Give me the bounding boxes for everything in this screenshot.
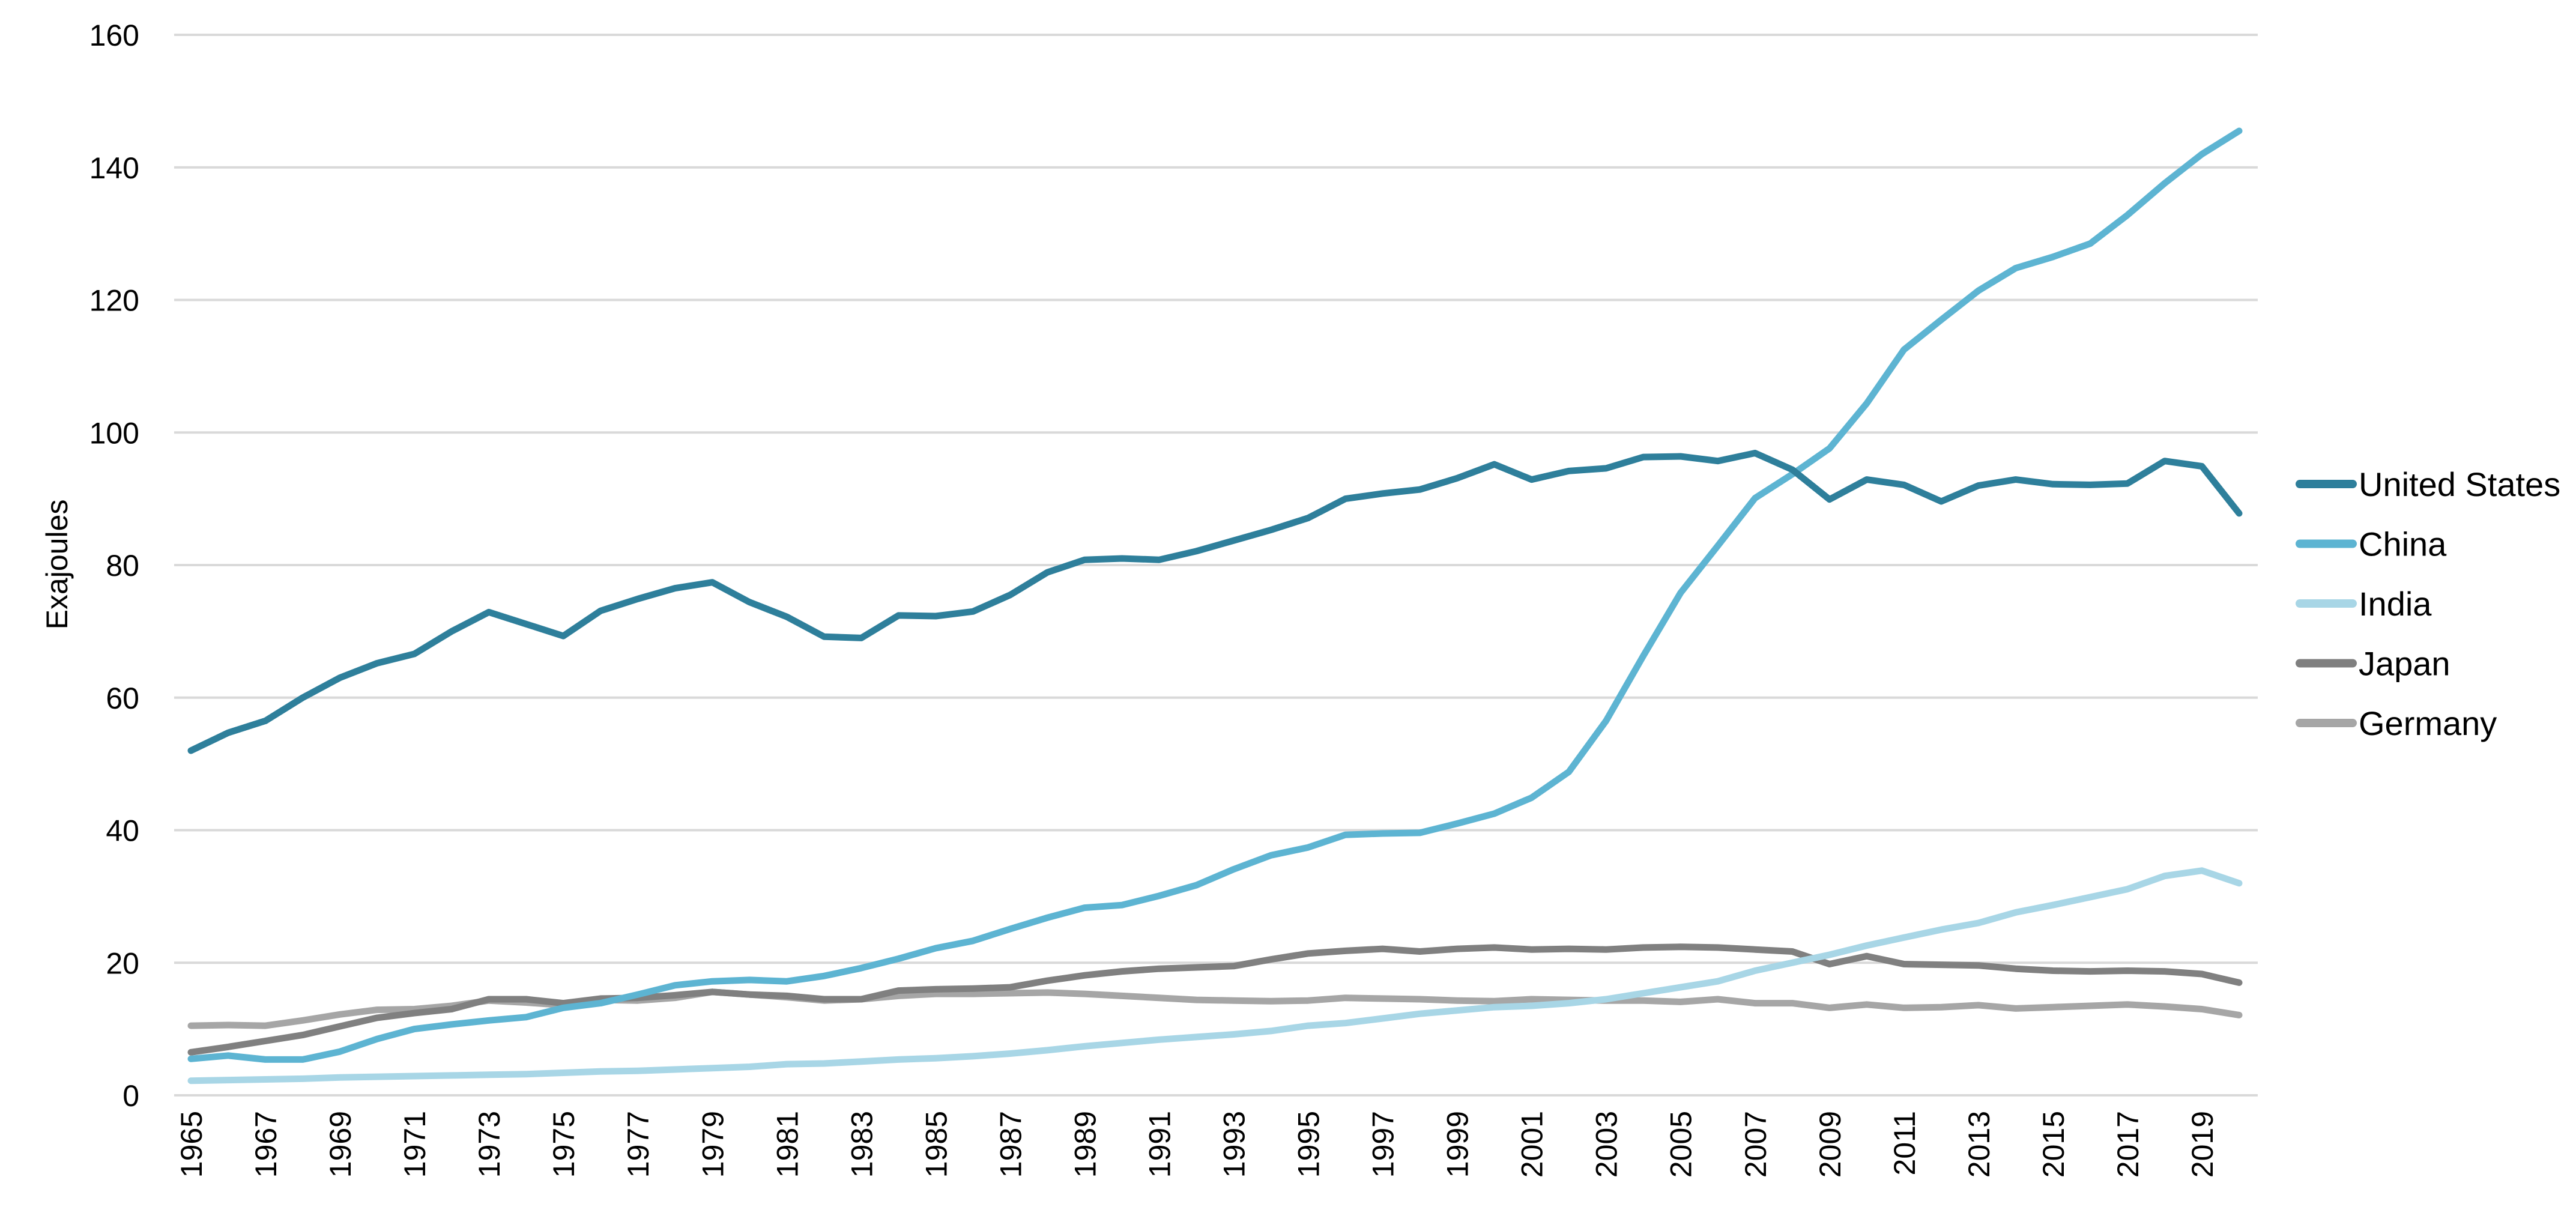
x-tick-label: 1987 bbox=[994, 1111, 1027, 1178]
x-tick-label: 1993 bbox=[1218, 1111, 1251, 1178]
legend-item: Japan bbox=[2296, 645, 2451, 683]
x-tick-label: 2001 bbox=[1516, 1111, 1549, 1178]
x-tick-label: 2003 bbox=[1590, 1111, 1624, 1178]
legend-label: India bbox=[2359, 585, 2432, 623]
y-tick-label: 160 bbox=[89, 19, 139, 52]
x-tick-label: 2007 bbox=[1739, 1111, 1773, 1178]
series-line-united-states bbox=[187, 450, 2243, 754]
gridlines bbox=[174, 34, 2258, 1097]
y-tick-label: 140 bbox=[89, 151, 139, 185]
x-axis-tick-labels: 1965 1967 1969 1971 1973 1975 1977 1979 1981 1983… bbox=[175, 1111, 2219, 1178]
legend-item: Germany bbox=[2296, 704, 2497, 742]
y-tick-label: 60 bbox=[106, 682, 139, 715]
x-tick-label: 1983 bbox=[845, 1111, 878, 1178]
y-tick-label: 40 bbox=[106, 814, 139, 848]
x-tick-label: 1965 bbox=[175, 1111, 208, 1178]
y-axis-tick-labels: 0 20 40 60 80 100 120 140 160 bbox=[89, 19, 139, 1113]
x-tick-label: 2019 bbox=[2186, 1111, 2219, 1178]
x-tick-label: 1975 bbox=[547, 1111, 581, 1178]
legend-item: United States bbox=[2296, 465, 2560, 503]
y-axis-label: Exajoules bbox=[40, 500, 74, 630]
legend-label: Japan bbox=[2359, 645, 2451, 683]
x-tick-label: 1971 bbox=[398, 1111, 432, 1178]
x-tick-label: 1985 bbox=[919, 1111, 953, 1178]
x-tick-label: 1991 bbox=[1143, 1111, 1176, 1178]
legend-item: India bbox=[2296, 585, 2432, 623]
x-tick-label: 1981 bbox=[770, 1111, 804, 1178]
x-tick-label: 1969 bbox=[324, 1111, 357, 1178]
x-tick-label: 1995 bbox=[1292, 1111, 1326, 1178]
x-tick-label: 1979 bbox=[696, 1111, 730, 1178]
series-line-india bbox=[187, 867, 2243, 1084]
x-tick-label: 2011 bbox=[1888, 1111, 1921, 1176]
x-tick-label: 2005 bbox=[1664, 1111, 1698, 1178]
legend-label: United States bbox=[2359, 465, 2560, 503]
x-tick-label: 2015 bbox=[2037, 1111, 2070, 1178]
x-tick-label: 2009 bbox=[1813, 1111, 1847, 1178]
x-tick-label: 1997 bbox=[1367, 1111, 1400, 1178]
legend-item: China bbox=[2296, 525, 2447, 563]
series-lines bbox=[187, 127, 2243, 1084]
x-tick-label: 2017 bbox=[2111, 1111, 2145, 1178]
legend-label: China bbox=[2359, 525, 2447, 563]
series-line-china bbox=[187, 127, 2243, 1063]
x-tick-label: 1989 bbox=[1068, 1111, 1102, 1178]
x-tick-label: 1999 bbox=[1441, 1111, 1475, 1178]
x-tick-label: 1977 bbox=[621, 1111, 655, 1178]
series-line-japan bbox=[187, 943, 2243, 1056]
y-tick-label: 100 bbox=[89, 416, 139, 450]
legend-label: Germany bbox=[2359, 704, 2497, 742]
y-tick-label: 20 bbox=[106, 946, 139, 980]
y-tick-label: 80 bbox=[106, 549, 139, 582]
legend: United States China India Japan Germany bbox=[2296, 465, 2560, 742]
y-tick-label: 120 bbox=[89, 284, 139, 318]
x-tick-label: 1967 bbox=[249, 1111, 283, 1178]
x-tick-label: 2013 bbox=[1962, 1111, 1996, 1178]
y-tick-label: 0 bbox=[122, 1079, 139, 1113]
x-tick-label: 1973 bbox=[473, 1111, 506, 1178]
